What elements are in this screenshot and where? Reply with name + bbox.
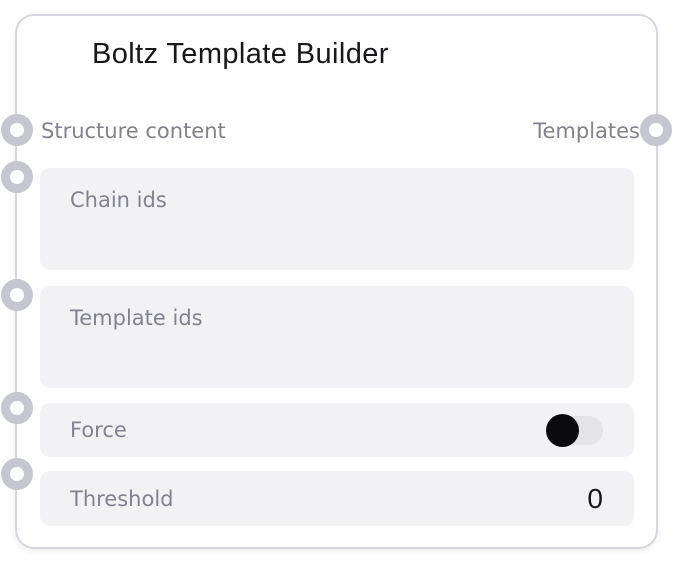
- node-title: Boltz Template Builder: [92, 38, 389, 70]
- port-input-structure-content[interactable]: [1, 114, 33, 146]
- chain-ids-textarea[interactable]: [40, 168, 634, 270]
- toggle-knob-icon: [546, 413, 579, 447]
- output-label-templates: Templates: [533, 119, 640, 143]
- force-toggle[interactable]: [546, 413, 603, 447]
- port-output-templates[interactable]: [640, 114, 672, 146]
- port-input-threshold[interactable]: [1, 458, 33, 490]
- port-input-template-ids[interactable]: [1, 279, 33, 311]
- force-label: Force: [70, 418, 127, 442]
- io-label-row: Structure content Templates: [41, 117, 640, 145]
- input-label-structure-content: Structure content: [41, 119, 226, 143]
- port-input-force[interactable]: [1, 392, 33, 424]
- node-boltz-template-builder[interactable]: Boltz Template Builder Structure content…: [17, 16, 656, 547]
- force-row: Force: [40, 403, 634, 457]
- template-ids-textarea[interactable]: [40, 286, 634, 388]
- threshold-value: 0: [587, 482, 603, 514]
- threshold-label: Threshold: [70, 486, 174, 511]
- port-input-chain-ids[interactable]: [1, 161, 33, 193]
- threshold-widget[interactable]: Threshold 0: [40, 471, 634, 526]
